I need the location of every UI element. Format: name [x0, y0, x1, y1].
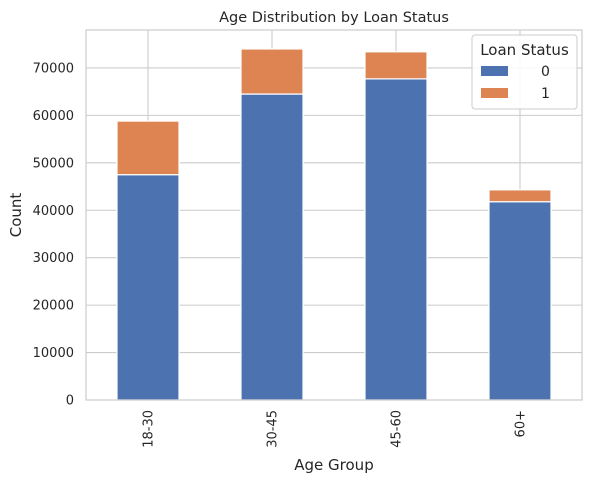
bars: [116, 48, 552, 401]
y-tick-labels: 0 10000 20000 30000 40000 50000 60000 70000: [33, 61, 74, 408]
plot-frame: [85, 29, 583, 401]
bar-segment-series-0: [364, 78, 428, 401]
x-tick-label: 60+: [514, 410, 529, 437]
y-tick-label: 20000: [33, 299, 74, 314]
y-axis-title: Count: [7, 193, 25, 238]
bar-segment-series-1: [240, 48, 304, 95]
y-tick-label: 70000: [33, 61, 74, 76]
legend-entries: 01: [481, 64, 550, 102]
legend-label-1: 1: [541, 86, 550, 102]
chart-title: Age Distribution by Loan Status: [219, 10, 449, 26]
x-tick-label: 45-60: [390, 410, 405, 448]
x-tick-label: 30-45: [266, 410, 281, 448]
bar-segment-series-1: [488, 189, 552, 203]
legend-swatch-1: [481, 88, 508, 98]
bar-segment-series-0: [240, 93, 304, 401]
y-tick-label: 0: [66, 394, 74, 409]
y-tick-label: 60000: [33, 109, 74, 124]
y-tick-label: 10000: [33, 346, 74, 361]
x-tick-labels: 18-30 30-45 45-60 60+: [142, 410, 529, 448]
x-tick-label: 18-30: [142, 410, 157, 448]
bar-segment-series-1: [364, 51, 428, 80]
y-tick-label: 40000: [33, 204, 74, 219]
bar-segment-series-0: [488, 201, 552, 401]
legend: Loan Status 01: [471, 34, 578, 110]
legend-title: Loan Status: [480, 41, 569, 59]
bar-segment-series-1: [116, 120, 180, 176]
bar-segment-series-0: [116, 174, 180, 401]
y-tick-label: 30000: [33, 251, 74, 266]
legend-swatch-0: [481, 66, 508, 76]
legend-label-0: 0: [541, 64, 550, 80]
x-axis-title: Age Group: [294, 456, 373, 474]
y-tick-label: 50000: [33, 156, 74, 171]
